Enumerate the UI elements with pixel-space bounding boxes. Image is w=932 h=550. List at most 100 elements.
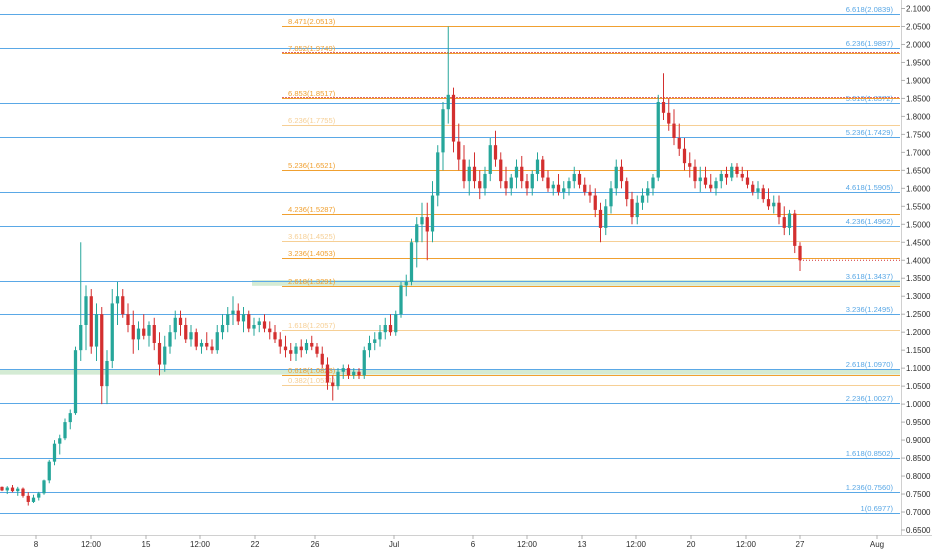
x-tick-label-14: Aug <box>870 540 884 549</box>
candle-body-134 <box>703 177 708 185</box>
candle-body-96 <box>504 181 508 189</box>
candle-body-124 <box>651 177 655 189</box>
candle-body-30 <box>157 342 162 365</box>
fib-orange-label-11: 0.382(1.0531) <box>288 376 336 385</box>
candle-body-50 <box>262 321 267 329</box>
candle-body-12 <box>63 422 67 439</box>
candle-body-28 <box>147 324 151 336</box>
candle-body-93 <box>488 145 492 174</box>
candle-body-54 <box>283 346 288 351</box>
fib-blue-label-4: 4.618(1.5905) <box>846 183 894 192</box>
y-tick-label-11: 1.5500 <box>906 202 931 211</box>
fib-blue-label-12: 1(0.6977) <box>860 504 893 513</box>
candle-body-62 <box>325 364 330 383</box>
candle-body-33 <box>173 317 177 333</box>
candle-body-139 <box>730 166 734 178</box>
fib-orange-label-2: 6.853(1.8517) <box>288 89 336 98</box>
candle-body-151 <box>793 213 797 246</box>
candle-body-74 <box>388 324 393 333</box>
candle-body-59 <box>310 342 314 347</box>
candle-body-122 <box>640 195 645 203</box>
candle-body-27 <box>142 328 146 336</box>
candle-body-48 <box>252 324 256 329</box>
candle-body-40 <box>210 346 214 351</box>
candle-body-130 <box>682 148 687 164</box>
y-tick-label-17: 1.2500 <box>906 310 931 319</box>
candle-body-102 <box>535 159 540 174</box>
candle-body-6 <box>31 497 36 502</box>
candle-body-133 <box>698 177 702 182</box>
candle-body-58 <box>304 342 309 351</box>
candle-body-104 <box>546 177 550 189</box>
x-tick-label-0: 8 <box>34 540 39 549</box>
axes <box>0 0 932 536</box>
x-tick-label-7: 6 <box>471 540 476 549</box>
candle-body-0 <box>0 486 4 491</box>
candle-body-128 <box>672 123 676 138</box>
candle-body-135 <box>709 184 713 189</box>
candle-body-20 <box>105 360 109 387</box>
candle-body-29 <box>152 324 156 343</box>
fib-orange-label-1: 7.852(1.9749) <box>288 44 336 53</box>
candle-body-73 <box>383 324 387 333</box>
y-tick-label-15: 1.3500 <box>906 274 931 283</box>
fib-blue-label-9: 2.236(1.0027) <box>846 394 894 403</box>
y-tick-label-5: 1.8500 <box>906 94 931 103</box>
candle-body-75 <box>394 314 398 333</box>
green-zones <box>0 280 900 375</box>
candle-body-131 <box>688 163 692 167</box>
candle-body-136 <box>714 181 718 189</box>
candle-body-46 <box>241 314 246 322</box>
candle-body-138 <box>724 173 729 178</box>
y-axis-tick-labels: 2.1000 2.0500 2.0000 1.9500 1.9000 1.8500 1.80… <box>901 5 931 535</box>
y-tick-label-13: 1.4500 <box>906 238 931 247</box>
candle-body-132 <box>693 166 697 182</box>
candle-body-90 <box>472 166 477 182</box>
candle-body-76 <box>399 285 403 315</box>
x-tick-label-10: 12:00 <box>626 540 647 549</box>
candle-body-18 <box>94 314 99 347</box>
x-tick-label-4: 22 <box>251 540 260 549</box>
x-tick-label-1: 12:00 <box>81 540 102 549</box>
support-zone-upper <box>252 280 900 286</box>
y-tick-label-16: 1.3000 <box>906 292 931 301</box>
y-tick-label-19: 1.1500 <box>906 346 931 355</box>
fib-blue-label-7: 3.236(1.2495) <box>846 305 894 314</box>
candle-body-9 <box>47 461 51 481</box>
candle-body-49 <box>257 321 261 325</box>
candle-body-51 <box>268 328 272 333</box>
y-tick-label-4: 1.9000 <box>906 76 931 85</box>
y-tick-label-23: 0.9500 <box>906 418 931 427</box>
candle-body-80 <box>420 217 424 225</box>
candle-body-71 <box>373 339 377 343</box>
candle-body-35 <box>184 324 188 340</box>
x-tick-label-9: 13 <box>578 540 587 549</box>
candle-body-41 <box>215 332 219 351</box>
y-tick-label-12: 1.5000 <box>906 220 931 229</box>
candle-body-21 <box>110 303 114 361</box>
x-tick-label-12: 12:00 <box>736 540 757 549</box>
candle-body-150 <box>787 213 792 228</box>
candle-body-26 <box>136 328 141 340</box>
candle-body-31 <box>163 346 167 365</box>
y-tick-label-9: 1.6500 <box>906 166 931 175</box>
y-tick-label-10: 1.6000 <box>906 184 931 193</box>
fib-blue-label-10: 1.618(0.8502) <box>846 449 894 458</box>
candle-body-119 <box>625 181 629 200</box>
candle-body-97 <box>509 177 513 189</box>
candle-body-55 <box>289 350 293 354</box>
y-tick-label-7: 1.7500 <box>906 130 931 139</box>
y-tick-label-25: 0.8500 <box>906 454 931 463</box>
candle-body-127 <box>667 112 671 124</box>
fib-orange-label-0: 8.471(2.0513) <box>288 17 336 26</box>
candle-body-66 <box>346 368 351 376</box>
candle-body-98 <box>514 166 519 178</box>
candle-body-86 <box>451 94 456 142</box>
candle-body-10 <box>52 443 57 462</box>
candle-body-137 <box>719 173 723 182</box>
fib-orange-label-6: 3.618(1.4525) <box>288 232 336 241</box>
x-tick-label-8: 12:00 <box>517 540 538 549</box>
fib-blue-label-5: 4.236(1.4962) <box>846 217 894 226</box>
